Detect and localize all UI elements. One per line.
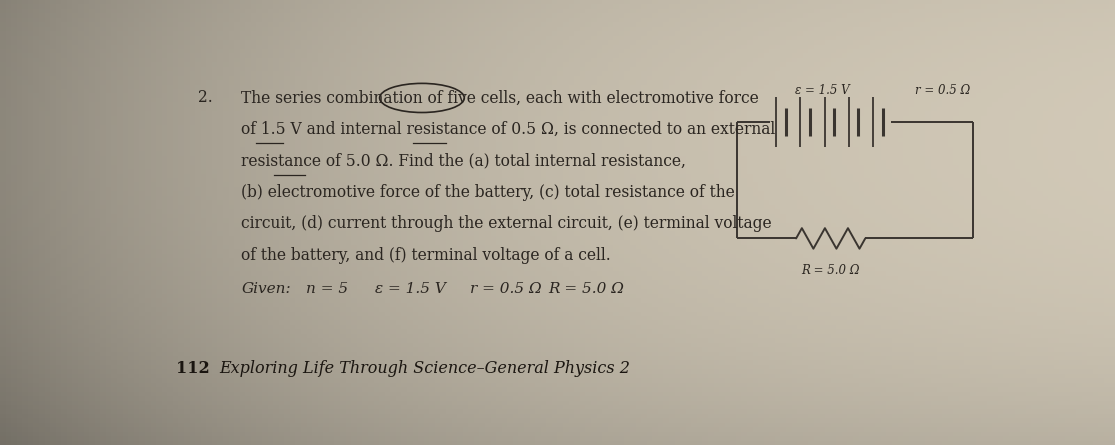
Text: The series combination of five cells, each with electromotive force: The series combination of five cells, ea… — [241, 89, 759, 106]
Text: of the battery, and (f) terminal voltage of a cell.: of the battery, and (f) terminal voltage… — [241, 247, 611, 264]
Text: Given:: Given: — [241, 282, 291, 296]
Text: ε = 1.5 V: ε = 1.5 V — [376, 282, 446, 296]
Text: ε = 1.5 V: ε = 1.5 V — [795, 84, 850, 97]
Text: n = 5: n = 5 — [307, 282, 348, 296]
Text: resistance of 5.0 Ω. Find the (a) total internal resistance,: resistance of 5.0 Ω. Find the (a) total … — [241, 153, 686, 170]
Text: R = 5.0 Ω: R = 5.0 Ω — [802, 264, 860, 277]
Text: (b) electromotive force of the battery, (c) total resistance of the: (b) electromotive force of the battery, … — [241, 184, 735, 201]
Text: 2.: 2. — [198, 89, 213, 106]
Text: of 1.5 V and internal resistance of 0.5 Ω, is connected to an external: of 1.5 V and internal resistance of 0.5 … — [241, 121, 776, 138]
Text: circuit, (d) current through the external circuit, (e) terminal voltage: circuit, (d) current through the externa… — [241, 215, 772, 232]
Text: r = 0.5 Ω: r = 0.5 Ω — [471, 282, 542, 296]
Text: r = 0.5 Ω: r = 0.5 Ω — [915, 84, 971, 97]
Text: Exploring Life Through Science–General Physics 2: Exploring Life Through Science–General P… — [219, 360, 630, 377]
Text: R = 5.0 Ω: R = 5.0 Ω — [549, 282, 624, 296]
Text: 112: 112 — [176, 360, 210, 377]
